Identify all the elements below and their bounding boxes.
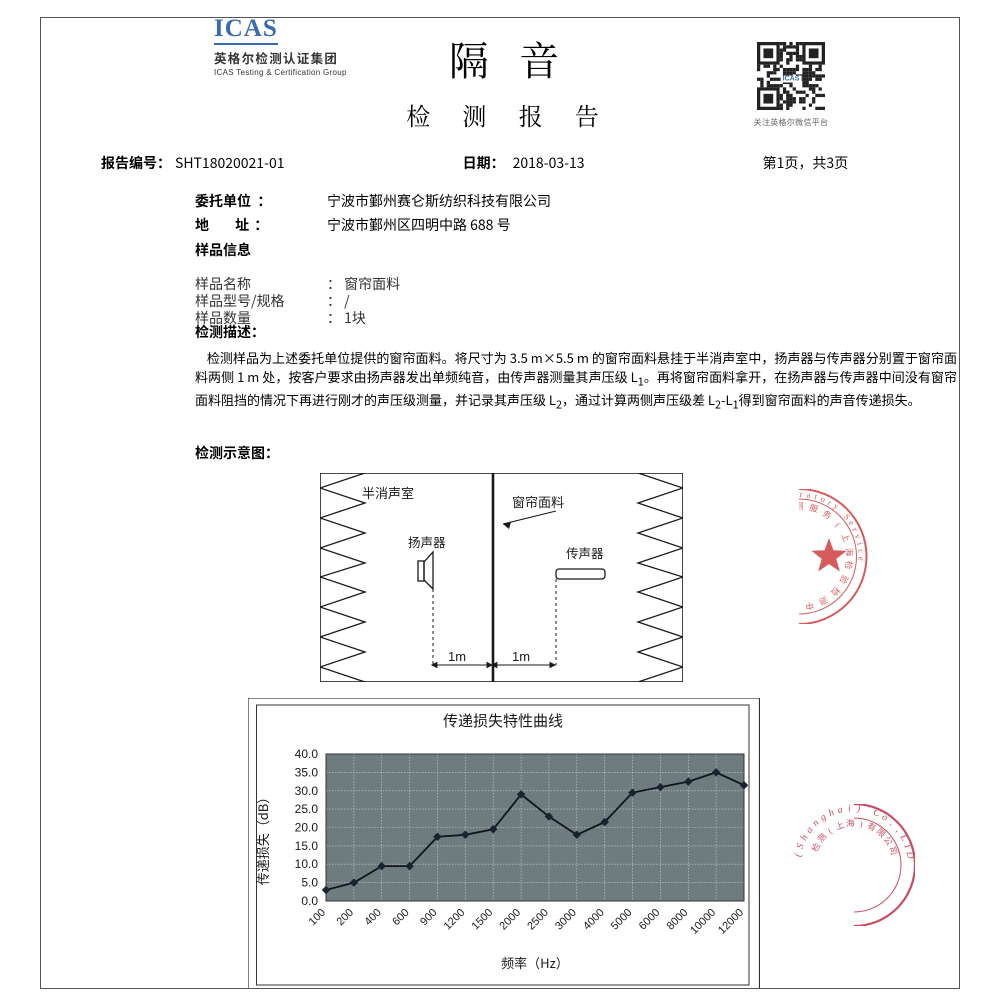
svg-text:测: 测 xyxy=(799,501,803,511)
svg-text:5.0: 5.0 xyxy=(301,876,318,890)
svg-text:c: c xyxy=(856,548,866,553)
svg-text:海: 海 xyxy=(844,547,855,557)
svg-text:司: 司 xyxy=(887,845,899,856)
svg-text:检: 检 xyxy=(843,560,854,571)
svg-text:S: S xyxy=(795,842,807,850)
svg-text:n: n xyxy=(810,818,821,829)
svg-text:35.0: 35.0 xyxy=(295,765,319,779)
svg-text:0.0: 0.0 xyxy=(301,894,318,908)
svg-text:1m: 1m xyxy=(448,649,466,664)
svg-text:e: e xyxy=(856,556,866,560)
svg-text:测: 测 xyxy=(815,831,828,844)
svg-text:窗帘面料: 窗帘面料 xyxy=(512,492,564,511)
svg-text:t: t xyxy=(814,491,820,501)
svg-text:务: 务 xyxy=(821,508,834,521)
svg-text:40.0: 40.0 xyxy=(295,747,319,761)
svg-text:传递损失（dB）: 传递损失（dB） xyxy=(253,791,272,886)
svg-text:验: 验 xyxy=(837,573,850,586)
svg-text:a: a xyxy=(804,825,816,836)
svg-text:D: D xyxy=(903,850,915,861)
svg-text:): ) xyxy=(855,804,861,814)
svg-text:半消声室: 半消声室 xyxy=(362,483,414,502)
svg-text:g: g xyxy=(818,812,828,824)
svg-text:30.0: 30.0 xyxy=(295,784,319,798)
svg-text:15.0: 15.0 xyxy=(295,839,319,853)
svg-text:(: ( xyxy=(793,852,804,858)
svg-text:传递损失特性曲线: 传递损失特性曲线 xyxy=(443,710,563,731)
svg-text:上: 上 xyxy=(834,819,846,831)
svg-text:h: h xyxy=(798,833,810,843)
svg-text:a: a xyxy=(836,804,844,816)
svg-text:(: ( xyxy=(826,826,834,836)
svg-text:(: ( xyxy=(833,520,843,529)
svg-text:海: 海 xyxy=(846,818,856,829)
svg-text:e: e xyxy=(846,518,857,527)
svg-text:L: L xyxy=(897,832,910,843)
svg-text:h: h xyxy=(827,807,836,819)
svg-text:频率（Hz）: 频率（Hz） xyxy=(501,953,569,972)
svg-text:r: r xyxy=(850,525,860,532)
svg-text:v: v xyxy=(853,532,864,540)
svg-text:测: 测 xyxy=(817,594,829,607)
svg-text:25.0: 25.0 xyxy=(295,802,319,816)
svg-text:,: , xyxy=(893,826,903,835)
svg-text:r: r xyxy=(826,497,834,507)
svg-text:r: r xyxy=(800,489,803,499)
svg-text:20.0: 20.0 xyxy=(295,821,319,835)
svg-text:.: . xyxy=(887,818,896,828)
svg-text:传声器: 传声器 xyxy=(566,543,604,562)
svg-text:中: 中 xyxy=(804,600,814,612)
svg-text:i: i xyxy=(848,804,852,814)
svg-text:服: 服 xyxy=(808,502,820,514)
svg-text:o: o xyxy=(880,812,890,824)
svg-text:o: o xyxy=(819,493,827,504)
svg-text:): ) xyxy=(859,818,864,828)
svg-text:上: 上 xyxy=(840,531,853,543)
svg-text:1m: 1m xyxy=(512,649,530,664)
svg-text:a: a xyxy=(806,489,811,499)
svg-text:10.0: 10.0 xyxy=(295,857,319,871)
svg-text:扬声器: 扬声器 xyxy=(408,532,446,551)
svg-text:i: i xyxy=(855,541,865,546)
